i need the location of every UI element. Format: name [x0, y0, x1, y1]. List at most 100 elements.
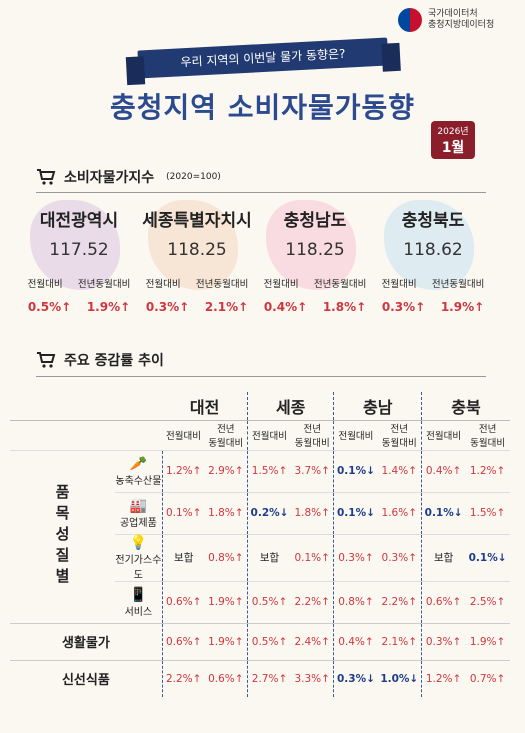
summary-label: 신선식품: [10, 659, 163, 697]
summary-row: 신선식품 2.2%↑ 0.6%↑ 2.7%↑ 3.3%↑ 0.3%↓ 1.0%↓ 1.2%↑ 0…: [10, 659, 510, 697]
rate-cell: 1.2%↑: [421, 659, 466, 697]
agency-logo: 국가데이터처 충청지방데이터청: [398, 8, 494, 32]
region-card-sejong: 세종특별자치시 118.25 전월대비 전년동월대비 0.3%↑ 2.1%↑: [138, 200, 256, 314]
region-header: 충북: [421, 392, 510, 421]
category-label: 🥕 농축수산물: [115, 449, 163, 492]
rate-cell: 1.8%↑: [291, 491, 334, 534]
col-yoy: 전년 동월대비: [208, 424, 244, 449]
label-mom: 전월대비: [263, 279, 299, 290]
rate-cell: 2.4%↑: [291, 622, 334, 660]
region-header: 대전: [162, 392, 248, 421]
rate-cell: 0.1%↓: [465, 533, 510, 581]
label-yoy: 전년동월대비: [313, 279, 367, 290]
rate-cell: 0.6%↑: [204, 659, 248, 697]
category-row: 📱 서비스 0.6%↑ 1.9%↑ 0.5%↑ 2.2%↑ 0.8%↑ 2.2%↑ 0.6%↑ 2…: [10, 580, 510, 623]
col-mom: 전월대비: [333, 420, 378, 450]
col-mom: 전월대비: [421, 420, 466, 450]
rate-cell: 보합: [246, 533, 292, 581]
rate-cell: 1.2%↑: [465, 449, 510, 492]
cpi-base: (2020=100): [166, 172, 221, 182]
rate-cell: 0.3%↑: [377, 533, 422, 581]
cart-icon: [36, 352, 56, 368]
region-name: 대전광역시: [39, 211, 119, 231]
sub-header-row: 전월대비 전년 동월대비 전월대비 전년 동월대비 전월대비 전년 동월대비 전월대비…: [10, 420, 510, 450]
region-card-chungnam: 충청남도 118.25 전월대비 전년동월대비 0.4%↑ 1.8%↑: [256, 200, 374, 314]
rate-cell: 0.6%↑: [421, 580, 466, 623]
taegeuk-logo-icon: [398, 8, 422, 32]
summary-label: 생활물가: [10, 622, 163, 660]
col-yoy: 전년 동월대비: [294, 424, 330, 449]
rate-cell: 0.8%↑: [204, 533, 248, 581]
region-name: 충청남도: [283, 211, 347, 231]
rate-cell: 2.5%↑: [465, 580, 510, 623]
org-line2: 충청지방데이터청: [428, 20, 495, 30]
category-icon: 💡: [129, 534, 148, 551]
region-name: 세종특별자치시: [142, 211, 252, 231]
category-name: 농축수산물: [115, 475, 162, 487]
label-yoy: 전년동월대비: [195, 279, 249, 290]
rate-cell: 0.4%↑: [333, 622, 378, 660]
category-row: 💡 전기가스수도 보합 0.8%↑ 보합 0.1%↑ 0.3%↑ 0.3%↑ 보합 0.1%↓: [10, 533, 510, 581]
rate-cell: 2.9%↑: [204, 449, 248, 492]
badge-year: 2026년: [437, 127, 469, 137]
rate-cell: 0.4%↑: [421, 449, 466, 492]
rate-cell: 0.7%↑: [465, 659, 510, 697]
rate-cell: 0.1%↓: [421, 491, 466, 534]
region-index: 118.25: [167, 240, 227, 260]
category-label: 📱 서비스: [115, 580, 163, 623]
trend-table: 대전 세종 충남 충북 전월대비 전년 동월대비 전월대비 전년 동월대비 전월대비…: [10, 392, 510, 697]
org-line1: 국가데이터처: [428, 9, 478, 19]
region-header: 충남: [333, 392, 422, 421]
category-name: 서비스: [124, 606, 153, 618]
divider: [36, 192, 486, 193]
label-mom: 전월대비: [27, 279, 63, 290]
summary-row: 생활물가 0.6%↑ 1.9%↑ 0.5%↑ 2.4%↑ 0.4%↑ 2.1%↑ 0.3%↑ 1…: [10, 622, 510, 660]
rate-cell: 1.2%↑: [161, 449, 205, 492]
mom-change: 0.3%↑: [381, 300, 426, 314]
col-yoy: 전년 동월대비: [470, 424, 506, 449]
region-index: 117.52: [49, 240, 109, 260]
category-icon: 📱: [129, 586, 148, 603]
rate-cell: 2.2%↑: [377, 580, 422, 623]
col-mom: 전월대비: [165, 431, 201, 442]
col-mom: 전월대비: [246, 420, 292, 450]
rate-cell: 0.5%↑: [246, 622, 292, 660]
category-label: 🏭 공업제품: [115, 491, 163, 534]
cpi-section-title: 소비자물가지수 (2020=100): [36, 167, 221, 187]
yoy-change: 1.8%↑: [322, 300, 367, 314]
rate-cell: 2.7%↑: [246, 659, 292, 697]
rate-cell: 0.6%↑: [161, 580, 205, 623]
mom-change: 0.4%↑: [263, 300, 308, 314]
rate-cell: 2.2%↑: [161, 659, 205, 697]
rate-cell: 0.1%↑: [291, 533, 334, 581]
ribbon-banner: 우리 지역의 이번달 물가 동향은?: [137, 37, 389, 79]
category-icon: 🏭: [129, 497, 148, 514]
cpi-title: 소비자물가지수: [64, 170, 155, 186]
region-header-row: 대전 세종 충남 충북: [10, 392, 510, 421]
region-name: 충청북도: [401, 211, 465, 231]
region-index: 118.25: [285, 240, 345, 260]
rate-cell: 2.2%↑: [291, 580, 334, 623]
label-yoy: 전년동월대비: [77, 279, 131, 290]
region-card-daejeon: 대전광역시 117.52 전월대비 전년동월대비 0.5%↑ 1.9%↑: [20, 200, 138, 314]
col-yoy: 전년 동월대비: [381, 424, 417, 449]
category-name: 공업제품: [119, 517, 157, 529]
label-mom: 전월대비: [381, 279, 417, 290]
rate-cell: 0.3%↓: [333, 659, 378, 697]
rate-cell: 0.5%↑: [246, 580, 292, 623]
rate-cell: 1.5%↑: [246, 449, 292, 492]
category-name: 전기가스수도: [115, 554, 162, 581]
trend-section-title: 주요 증감률 추이: [36, 350, 164, 370]
category-label: 💡 전기가스수도: [115, 533, 163, 581]
rate-cell: 2.1%↑: [377, 622, 422, 660]
rate-cell: 1.5%↑: [465, 491, 510, 534]
category-group-label: 품목성질별: [10, 449, 115, 623]
region-index: 118.62: [403, 240, 463, 260]
rate-cell: 0.1%↓: [333, 491, 378, 534]
rate-cell: 1.6%↑: [377, 491, 422, 534]
badge-month: 1월: [441, 140, 465, 156]
page-title: 충청지역 소비자물가동향: [109, 91, 416, 124]
yoy-change: 1.9%↑: [86, 300, 131, 314]
rate-cell: 1.8%↑: [204, 491, 248, 534]
mom-change: 0.5%↑: [27, 300, 72, 314]
